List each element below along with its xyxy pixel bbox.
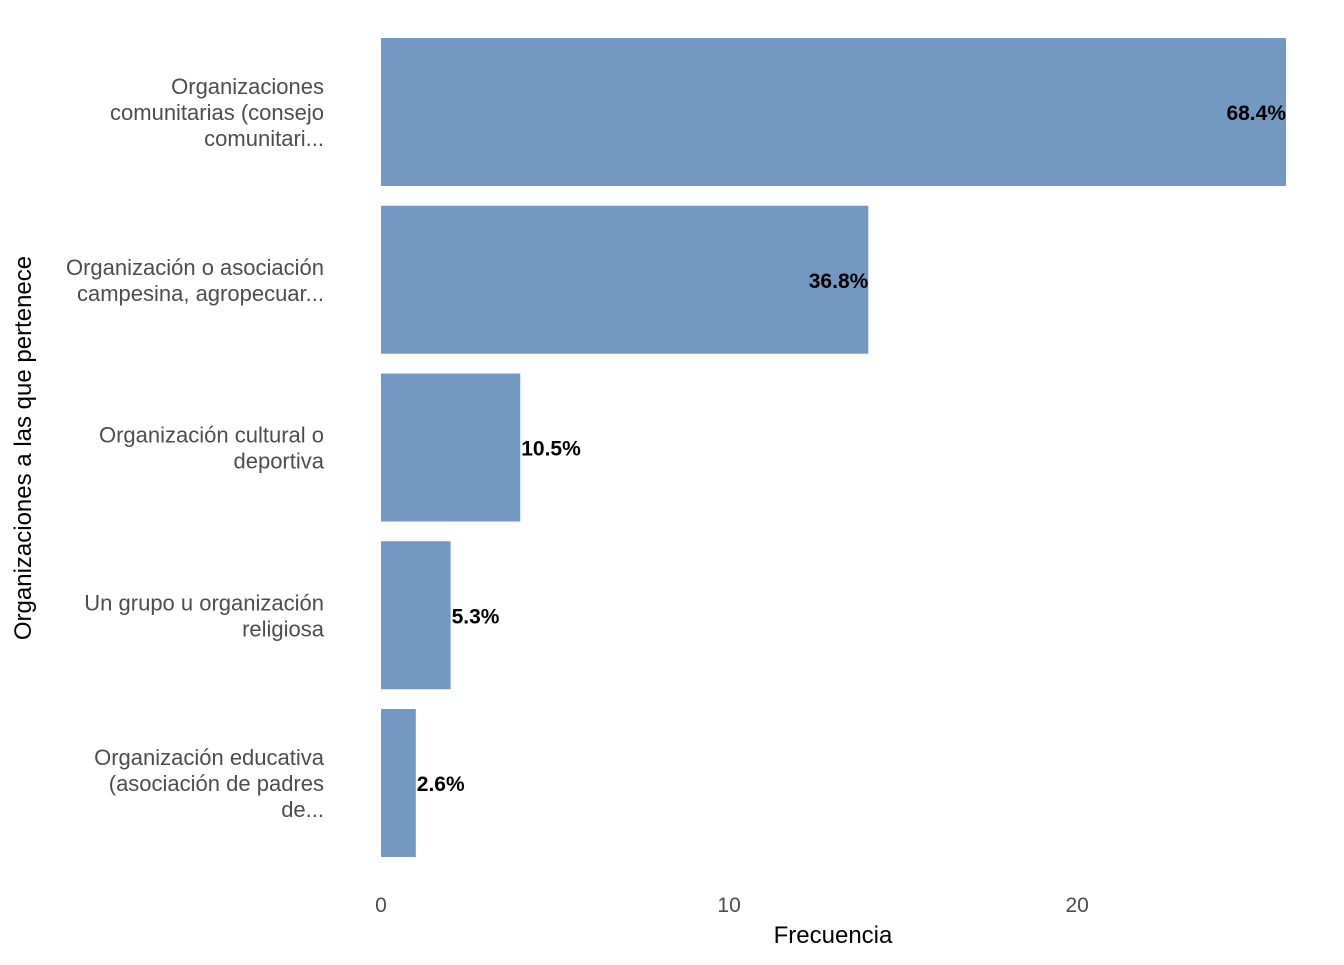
bar-value-label-1: 36.8% <box>809 270 869 293</box>
bars-group <box>381 38 1286 857</box>
category-label-line: campesina, agropecuar... <box>77 281 324 306</box>
category-label-line: Organización o asociación <box>66 255 324 280</box>
x-axis-title: Frecuencia <box>774 922 893 949</box>
category-label-line: comunitarias (consejo <box>110 100 324 125</box>
bar-value-label-3: 5.3% <box>452 605 500 628</box>
bar-2 <box>381 373 521 522</box>
bar-3 <box>381 541 451 690</box>
category-label-3: Un grupo u organización religiosa <box>84 590 324 641</box>
x-tick-label-2: 20 <box>1065 894 1088 917</box>
category-label-2: Organización cultural o deportiva <box>99 423 325 474</box>
bar-value-label-0: 68.4% <box>1226 102 1286 125</box>
bar-1 <box>381 205 869 354</box>
category-label-line: comunitari... <box>204 126 324 151</box>
category-label-line: de... <box>281 797 324 822</box>
bar-value-label-2: 10.5% <box>521 438 581 461</box>
bar-4 <box>381 709 416 857</box>
category-label-line: Organización educativa <box>94 745 325 770</box>
category-label-1: Organización o asociación campesina, agro… <box>66 255 324 306</box>
category-label-line: Organizaciones <box>171 74 324 99</box>
bar-value-label-4: 2.6% <box>417 773 465 796</box>
category-labels: Organizaciones comunitarias (consejo comun… <box>66 74 325 822</box>
y-axis-title: Organizaciones a las que pertenece <box>10 256 37 640</box>
bar-value-labels: 68.4% 36.8% 10.5% 5.3% 2.6% <box>417 102 1287 796</box>
category-label-line: religiosa <box>242 616 325 641</box>
category-label-line: Organización cultural o <box>99 423 324 448</box>
category-label-line: (asociación de padres <box>109 771 324 796</box>
x-tick-labels: 0 10 20 <box>375 894 1089 917</box>
x-tick-label-1: 10 <box>717 894 740 917</box>
category-label-0: Organizaciones comunitarias (consejo comun… <box>110 74 324 151</box>
bar-0 <box>381 38 1286 186</box>
category-label-line: deportiva <box>233 449 324 474</box>
category-label-line: Un grupo u organización <box>84 590 324 615</box>
category-label-4: Organización educativa (asociación de pad… <box>94 745 325 822</box>
x-tick-label-0: 0 <box>375 894 387 917</box>
